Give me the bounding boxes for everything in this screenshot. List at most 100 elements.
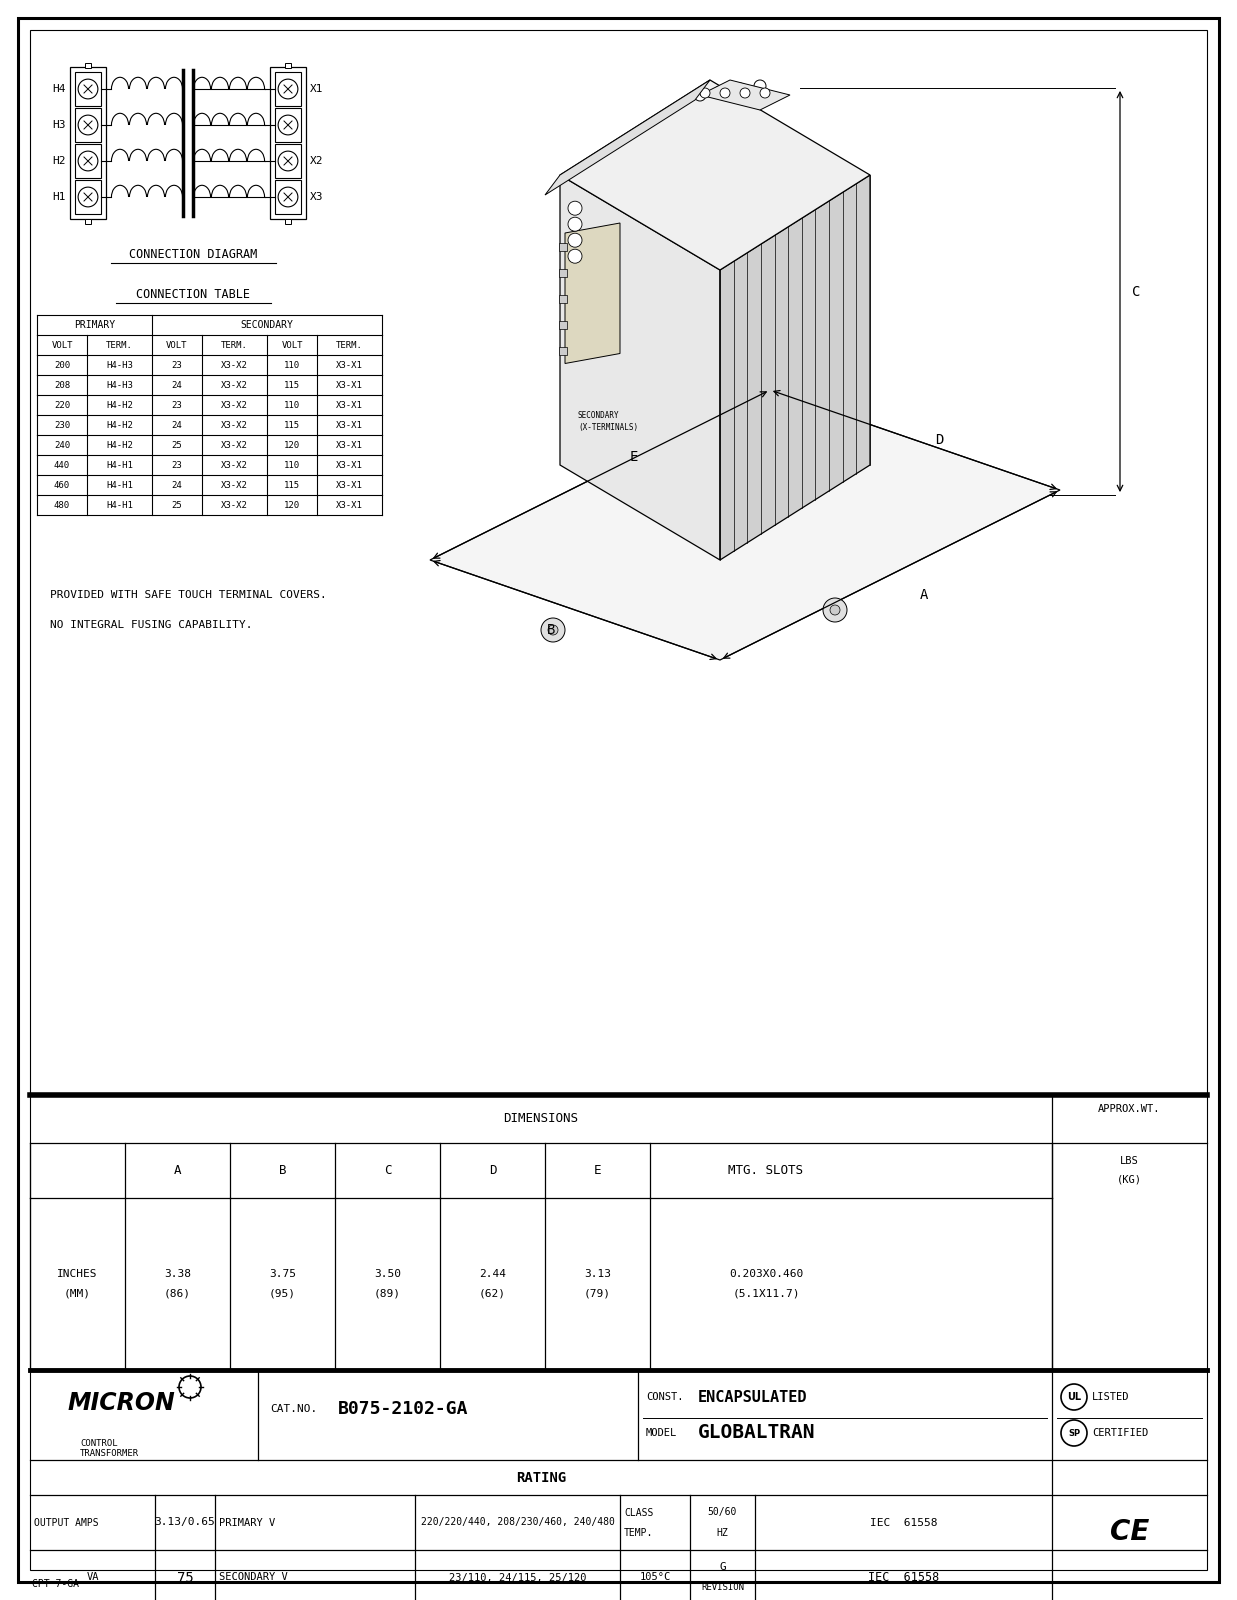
Text: X2: X2 [310,157,324,166]
Text: CLASS: CLASS [623,1507,653,1517]
Text: LBS: LBS [1121,1155,1139,1166]
Circle shape [755,80,766,91]
Text: GLOBALTRAN: GLOBALTRAN [698,1424,815,1443]
Text: TERM.: TERM. [106,341,132,349]
Polygon shape [700,80,790,110]
Text: PRIMARY: PRIMARY [74,320,115,330]
Text: INCHES: INCHES [57,1269,98,1278]
Text: SP: SP [1068,1429,1080,1437]
Text: 3.50: 3.50 [374,1269,401,1278]
Text: REVISION: REVISION [701,1582,743,1592]
Text: 3.75: 3.75 [268,1269,296,1278]
Text: B: B [547,622,555,637]
Text: CE: CE [1110,1518,1149,1547]
Text: X3-X2: X3-X2 [221,480,247,490]
Text: MTG. SLOTS: MTG. SLOTS [729,1165,804,1178]
Text: (89): (89) [374,1290,401,1299]
Circle shape [734,83,746,94]
Text: TRANSFORMER: TRANSFORMER [80,1450,139,1459]
Text: B075-2102-GA: B075-2102-GA [338,1400,469,1418]
Text: X3-X1: X3-X1 [336,421,362,429]
Text: CONNECTION TABLE: CONNECTION TABLE [136,288,250,301]
Text: A: A [920,587,929,602]
Text: H4-H2: H4-H2 [106,421,132,429]
Text: X3-X1: X3-X1 [336,381,362,389]
Text: 3.38: 3.38 [165,1269,190,1278]
Text: H4-H3: H4-H3 [106,360,132,370]
Text: TERM.: TERM. [221,341,247,349]
Text: X3-X1: X3-X1 [336,440,362,450]
Circle shape [694,90,706,101]
Text: (95): (95) [268,1290,296,1299]
Text: MODEL: MODEL [646,1427,677,1438]
Text: 3.13: 3.13 [584,1269,611,1278]
Text: D: D [489,1165,496,1178]
Circle shape [714,86,726,98]
Text: 440: 440 [54,461,71,469]
Text: X3-X2: X3-X2 [221,461,247,469]
Text: X3-X1: X3-X1 [336,480,362,490]
Text: IEC  61558: IEC 61558 [868,1571,939,1584]
Bar [275,72,301,106]
Text: 240: 240 [54,440,71,450]
Text: C: C [383,1165,391,1178]
Text: RATING: RATING [516,1470,567,1485]
Text: 220/220/440, 208/230/460, 240/480: 220/220/440, 208/230/460, 240/480 [421,1517,615,1528]
Text: 105°C: 105°C [640,1573,670,1582]
Text: 460: 460 [54,480,71,490]
Text: 25: 25 [172,501,182,509]
Circle shape [720,88,730,98]
Text: H4-H2: H4-H2 [106,400,132,410]
Text: TEMP.: TEMP. [623,1528,653,1538]
Bar [559,269,567,277]
Text: X3-X2: X3-X2 [221,400,247,410]
Bar [85,62,92,67]
Text: 24: 24 [172,421,182,429]
Text: CPT 7-GA: CPT 7-GA [32,1579,79,1589]
Text: H4-H1: H4-H1 [106,461,132,469]
Text: (86): (86) [165,1290,190,1299]
Polygon shape [430,390,1060,659]
Text: CONNECTION DIAGRAM: CONNECTION DIAGRAM [129,248,257,261]
Text: CERTIFIED: CERTIFIED [1092,1427,1148,1438]
Text: X1: X1 [310,83,324,94]
Text: CONTROL: CONTROL [80,1440,118,1448]
Text: E: E [594,1165,601,1178]
Text: DIMENSIONS: DIMENSIONS [503,1112,579,1125]
Bar [85,219,92,224]
Text: LISTED: LISTED [1092,1392,1129,1402]
Text: 120: 120 [285,440,301,450]
Text: H1: H1 [52,192,66,202]
Text: 120: 120 [285,501,301,509]
Text: X3-X2: X3-X2 [221,360,247,370]
Text: 24: 24 [172,381,182,389]
Text: SECONDARY
(X-TERMINALS): SECONDARY (X-TERMINALS) [578,411,638,432]
Text: NO INTEGRAL FUSING CAPABILITY.: NO INTEGRAL FUSING CAPABILITY. [49,619,252,630]
Text: MICRON: MICRON [68,1390,176,1414]
Text: 24: 24 [172,480,182,490]
Text: 23: 23 [172,400,182,410]
Text: (KG): (KG) [1117,1174,1142,1184]
Text: SECONDARY: SECONDARY [240,320,293,330]
Text: X3-X2: X3-X2 [221,440,247,450]
Text: HZ: HZ [716,1528,729,1538]
Text: VOLT: VOLT [51,341,73,349]
Circle shape [568,202,581,216]
Text: 110: 110 [285,461,301,469]
Bar [285,219,291,224]
Polygon shape [720,174,870,560]
Text: PROVIDED WITH SAFE TOUCH TERMINAL COVERS.: PROVIDED WITH SAFE TOUCH TERMINAL COVERS… [49,590,327,600]
Text: PRIMARY V: PRIMARY V [219,1517,276,1528]
Circle shape [830,605,840,614]
Bar [559,243,567,251]
Text: OUTPUT AMPS: OUTPUT AMPS [33,1517,99,1528]
Text: IEC  61558: IEC 61558 [870,1517,938,1528]
Text: 220: 220 [54,400,71,410]
Bar [559,347,567,355]
Text: 115: 115 [285,421,301,429]
Text: H4-H2: H4-H2 [106,440,132,450]
Circle shape [568,234,581,246]
Text: 23: 23 [172,360,182,370]
Text: (79): (79) [584,1290,611,1299]
Polygon shape [546,80,710,195]
